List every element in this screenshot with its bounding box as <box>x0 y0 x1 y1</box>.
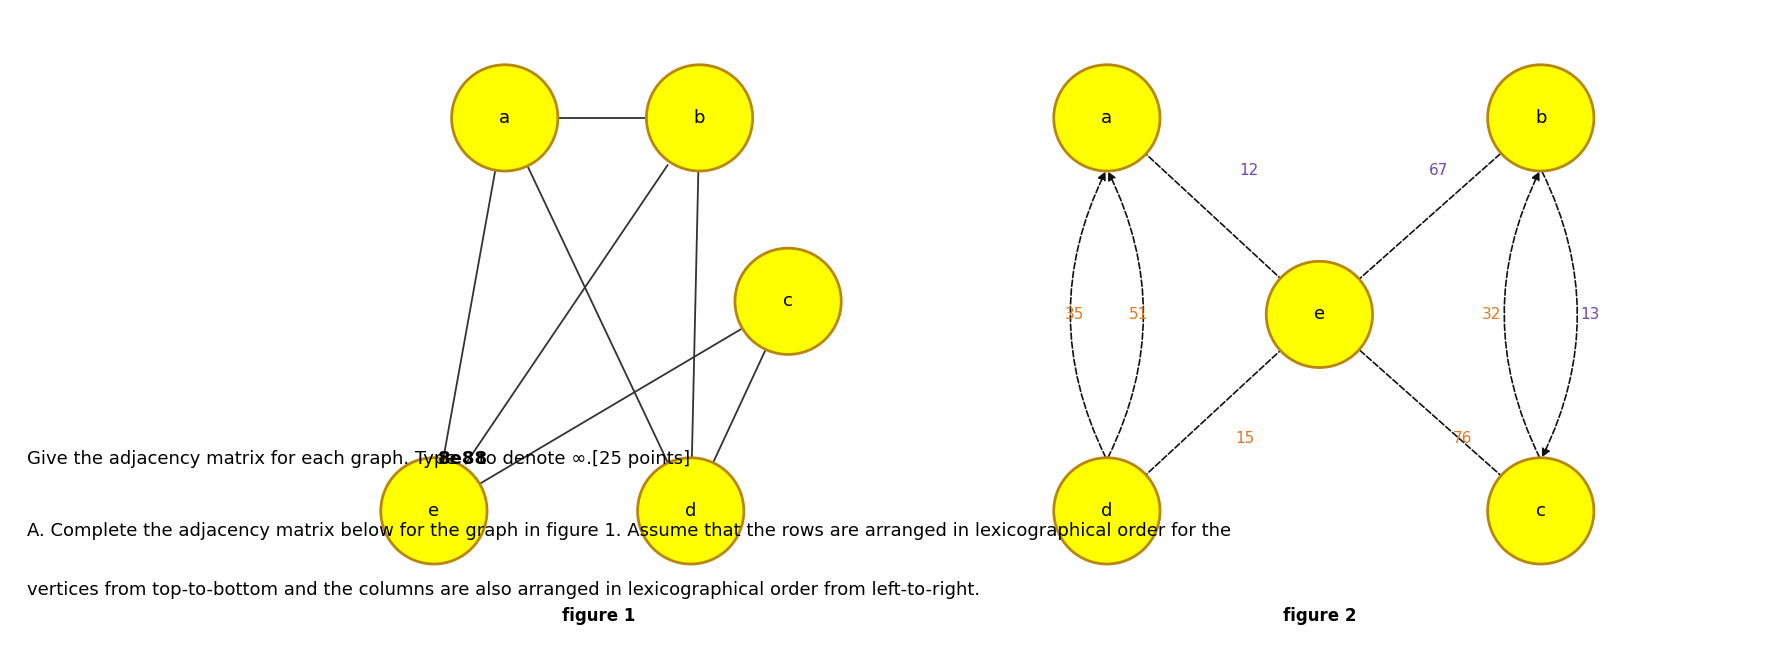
Text: e: e <box>429 502 439 520</box>
Text: 8e88: 8e88 <box>437 451 487 468</box>
Ellipse shape <box>1488 458 1594 564</box>
Text: a: a <box>499 109 510 127</box>
Text: 13: 13 <box>1582 307 1599 322</box>
Ellipse shape <box>1054 65 1160 171</box>
Text: 51: 51 <box>1130 307 1148 322</box>
FancyArrowPatch shape <box>1109 173 1144 457</box>
Text: figure 2: figure 2 <box>1282 607 1357 625</box>
Ellipse shape <box>735 248 841 354</box>
Text: A. Complete the adjacency matrix below for the graph in figure 1. Assume that th: A. Complete the adjacency matrix below f… <box>27 523 1231 540</box>
Text: 32: 32 <box>1482 307 1500 322</box>
FancyArrowPatch shape <box>1139 147 1289 287</box>
Ellipse shape <box>1054 458 1160 564</box>
Text: to denote ∞.[25 points]: to denote ∞.[25 points] <box>473 451 691 468</box>
Ellipse shape <box>381 458 487 564</box>
Ellipse shape <box>1488 65 1594 171</box>
Text: 12: 12 <box>1240 163 1257 178</box>
Ellipse shape <box>646 65 753 171</box>
Text: d: d <box>1102 502 1112 520</box>
FancyArrowPatch shape <box>1351 343 1511 483</box>
Text: 67: 67 <box>1429 163 1449 178</box>
Text: c: c <box>1535 502 1546 520</box>
FancyArrowPatch shape <box>1070 173 1105 457</box>
Text: b: b <box>694 109 705 127</box>
Text: 15: 15 <box>1236 432 1254 446</box>
Text: vertices from top-to-bottom and the columns are also arranged in lexicographical: vertices from top-to-bottom and the colu… <box>27 582 979 599</box>
FancyArrowPatch shape <box>1543 172 1578 456</box>
Ellipse shape <box>638 458 744 564</box>
Text: 76: 76 <box>1452 432 1472 446</box>
Ellipse shape <box>452 65 558 171</box>
Text: 35: 35 <box>1066 307 1084 322</box>
Ellipse shape <box>1266 261 1373 367</box>
Text: b: b <box>1535 109 1546 127</box>
Text: a: a <box>1102 109 1112 127</box>
FancyArrowPatch shape <box>1139 342 1289 482</box>
FancyArrowPatch shape <box>1504 173 1539 457</box>
Text: Give the adjacency matrix for each graph. Type: Give the adjacency matrix for each graph… <box>27 451 462 468</box>
FancyArrowPatch shape <box>1350 147 1509 287</box>
Text: d: d <box>685 502 696 520</box>
Text: c: c <box>783 292 793 310</box>
Text: e: e <box>1314 305 1325 324</box>
Text: figure 1: figure 1 <box>561 607 636 625</box>
